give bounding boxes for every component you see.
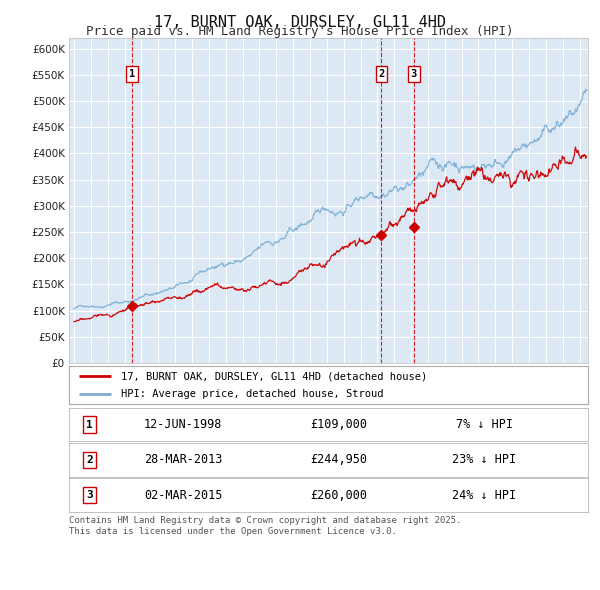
Text: 24% ↓ HPI: 24% ↓ HPI	[452, 489, 516, 502]
Text: £260,000: £260,000	[310, 489, 367, 502]
Text: Contains HM Land Registry data © Crown copyright and database right 2025.
This d: Contains HM Land Registry data © Crown c…	[69, 516, 461, 536]
Text: 7% ↓ HPI: 7% ↓ HPI	[456, 418, 513, 431]
Text: 2: 2	[86, 455, 93, 465]
Text: 23% ↓ HPI: 23% ↓ HPI	[452, 453, 516, 467]
Text: HPI: Average price, detached house, Stroud: HPI: Average price, detached house, Stro…	[121, 389, 383, 399]
Text: 2: 2	[378, 69, 385, 79]
Text: 17, BURNT OAK, DURSLEY, GL11 4HD (detached house): 17, BURNT OAK, DURSLEY, GL11 4HD (detach…	[121, 371, 427, 381]
Text: 02-MAR-2015: 02-MAR-2015	[144, 489, 223, 502]
Text: £244,950: £244,950	[310, 453, 367, 467]
Text: 3: 3	[86, 490, 93, 500]
Text: 3: 3	[411, 69, 417, 79]
Text: Price paid vs. HM Land Registry's House Price Index (HPI): Price paid vs. HM Land Registry's House …	[86, 25, 514, 38]
Text: £109,000: £109,000	[310, 418, 367, 431]
Text: 12-JUN-1998: 12-JUN-1998	[144, 418, 223, 431]
Text: 1: 1	[129, 69, 136, 79]
Text: 1: 1	[86, 419, 93, 430]
Text: 17, BURNT OAK, DURSLEY, GL11 4HD: 17, BURNT OAK, DURSLEY, GL11 4HD	[154, 15, 446, 30]
Text: 28-MAR-2013: 28-MAR-2013	[144, 453, 223, 467]
